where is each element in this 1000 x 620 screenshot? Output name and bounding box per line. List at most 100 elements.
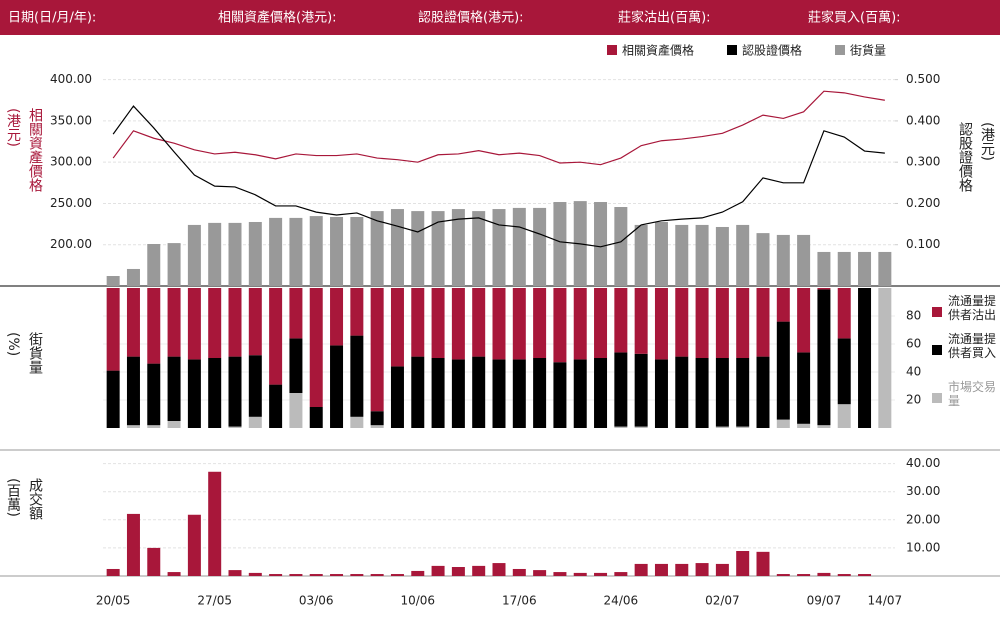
line — [112, 90, 885, 166]
legend-swatch — [932, 307, 942, 317]
bar-segment — [553, 288, 567, 363]
bar-segment — [228, 288, 242, 357]
bar-segment — [756, 288, 770, 357]
bar — [106, 568, 120, 576]
x-tick-label: 02/07 — [705, 594, 740, 608]
bar — [350, 574, 364, 576]
header-label: 日期(日/月/年): — [8, 11, 96, 26]
bar-segment — [654, 288, 668, 360]
header-bar — [0, 0, 1000, 35]
bar-segment — [817, 288, 831, 290]
bar-segment — [330, 345, 344, 428]
bar-segment — [533, 358, 547, 428]
bar-segment — [106, 370, 120, 428]
legend-swatch — [727, 45, 737, 55]
bar — [776, 234, 790, 286]
bar — [451, 209, 465, 286]
bar-segment — [614, 288, 628, 353]
bar-segment — [350, 335, 364, 417]
bar — [269, 217, 283, 286]
bar-segment — [492, 359, 506, 428]
bar — [614, 572, 628, 576]
bar-segment — [614, 352, 628, 427]
bar-segment — [776, 288, 790, 322]
bar-segment — [350, 288, 364, 336]
bar — [837, 251, 851, 286]
bar-segment — [411, 356, 425, 428]
x-tick-label: 17/06 — [502, 594, 537, 608]
bar-segment — [512, 288, 526, 360]
bar — [411, 570, 425, 576]
y2-tick-label: 0.400 — [906, 113, 940, 127]
bar-segment — [512, 359, 526, 428]
y-axis-title: 街貨量(%) — [5, 332, 43, 374]
bar — [634, 224, 648, 286]
bar — [675, 563, 689, 576]
bar — [309, 574, 323, 576]
bar-segment — [126, 288, 140, 357]
legend-swatch — [932, 345, 942, 355]
bar-segment — [675, 356, 689, 428]
bar — [106, 276, 120, 286]
bar — [390, 209, 404, 286]
bar-segment — [715, 358, 729, 427]
bar — [695, 224, 709, 286]
bar-segment — [289, 393, 303, 428]
bar-segment — [573, 359, 587, 428]
bar — [289, 217, 303, 286]
y-tick-label: 300.00 — [50, 155, 92, 169]
bar-segment — [837, 404, 851, 428]
y-tick-label: 30.00 — [906, 484, 940, 498]
bar-segment — [654, 359, 668, 428]
bar-segment — [573, 288, 587, 360]
bar-segment — [756, 356, 770, 428]
bar-segment — [411, 288, 425, 357]
bar — [269, 574, 283, 576]
x-tick-label: 27/05 — [197, 594, 232, 608]
bar — [858, 251, 872, 286]
bar — [797, 234, 811, 286]
bar — [675, 224, 689, 286]
bar-segment — [248, 355, 262, 417]
bar-segment — [106, 288, 120, 371]
bar — [736, 224, 750, 286]
bar-segment — [451, 359, 465, 428]
x-tick-label: 24/06 — [604, 594, 639, 608]
bar — [797, 574, 811, 576]
bar — [817, 251, 831, 286]
bar — [736, 550, 750, 576]
y-tick-label: 40.00 — [906, 456, 940, 470]
bar-segment — [370, 425, 384, 428]
bar-segment — [797, 352, 811, 424]
bar-segment — [837, 338, 851, 405]
bar — [776, 574, 790, 576]
bar-segment — [126, 425, 140, 428]
bar-segment — [472, 288, 486, 357]
bar — [390, 574, 404, 576]
y-tick-label: 20 — [906, 393, 921, 407]
x-tick-label: 20/05 — [96, 594, 131, 608]
bar-segment — [269, 384, 283, 428]
header-label: 認股證價格(港元): — [418, 10, 524, 26]
x-tick-label: 09/07 — [807, 594, 842, 608]
header-label: 相關資產價格(港元): — [218, 10, 337, 26]
bar-segment — [431, 358, 445, 428]
bar — [147, 244, 161, 286]
bar-segment — [248, 288, 262, 356]
bar — [248, 221, 262, 286]
bar-segment — [715, 288, 729, 358]
bar — [126, 268, 140, 286]
bar-segment — [167, 356, 181, 421]
legend-swatch — [607, 45, 617, 55]
y-tick-label: 20.00 — [906, 512, 940, 526]
y2-tick-label: 0.200 — [906, 196, 940, 210]
bar-segment — [675, 288, 689, 357]
bar — [431, 211, 445, 286]
bar-segment — [350, 416, 364, 428]
bar — [715, 226, 729, 286]
bar — [634, 563, 648, 576]
header-label: 莊家買入(百萬): — [808, 10, 901, 26]
bar — [594, 572, 608, 576]
bar-segment — [370, 411, 384, 426]
